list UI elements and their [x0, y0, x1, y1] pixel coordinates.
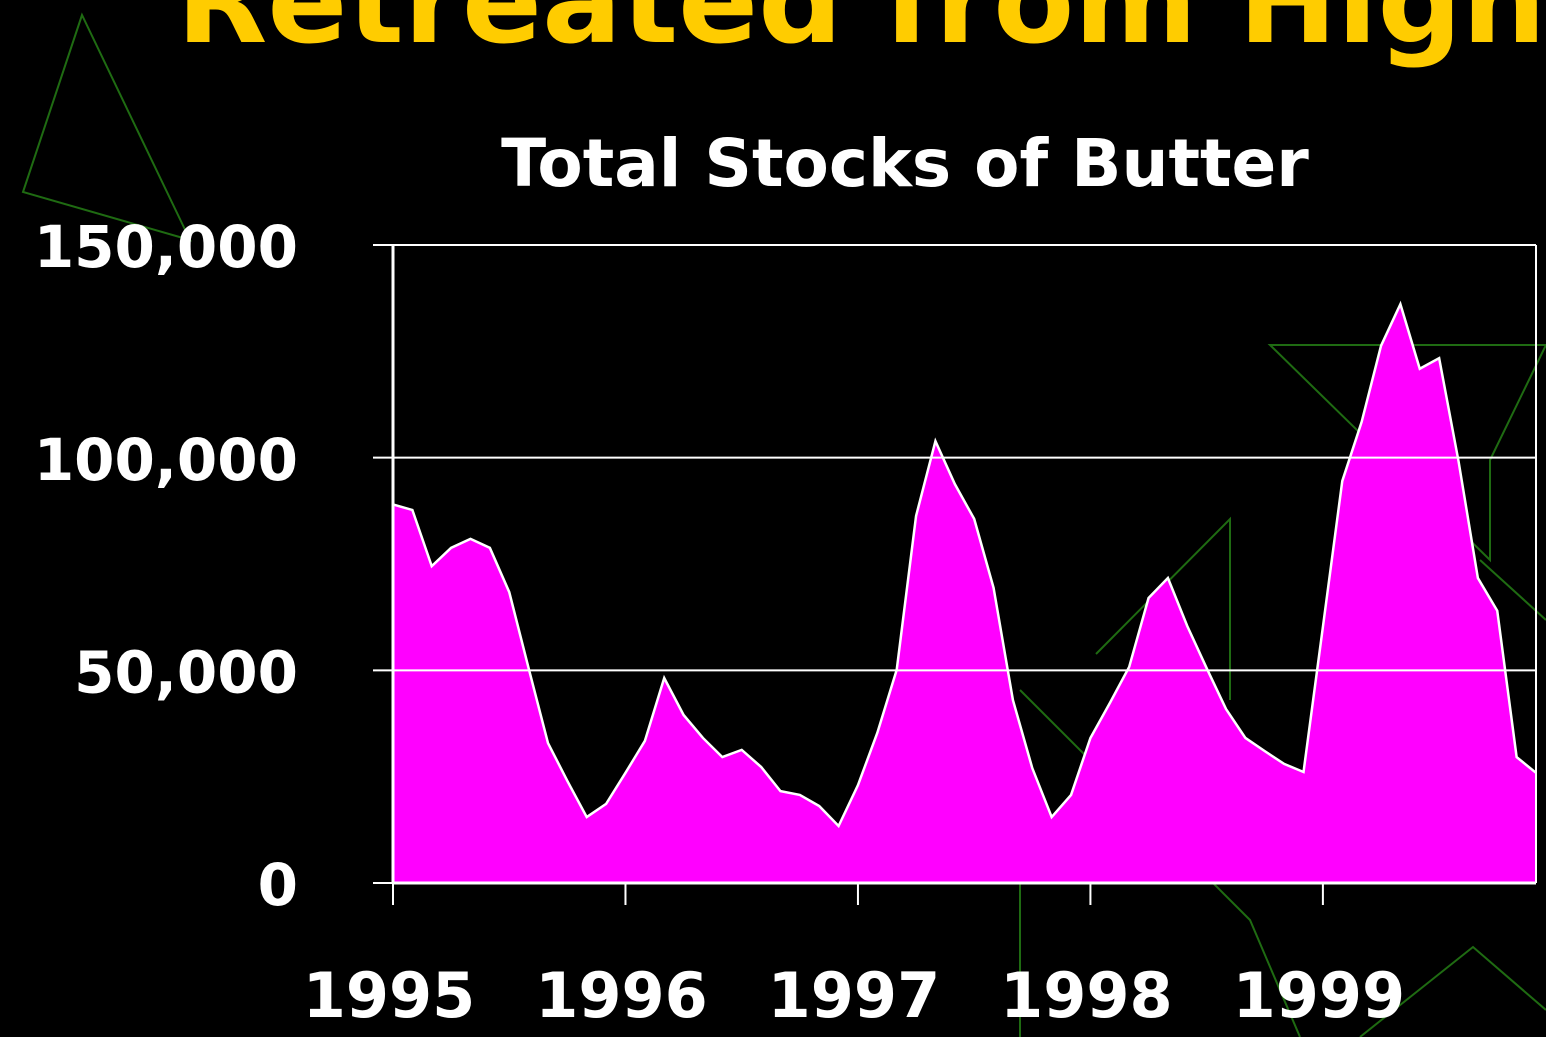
y-tick-label: 50,000: [74, 638, 298, 706]
slide-title: Retreated from High: [177, 0, 1546, 70]
y-tick-label: 150,000: [34, 213, 298, 281]
area: [393, 304, 1536, 883]
y-tick-label: 0: [258, 851, 298, 919]
x-tick-label: 1997: [768, 959, 941, 1032]
area-outline: [392, 300, 1537, 829]
x-tick-label: 1999: [1233, 959, 1406, 1032]
chart-title: Total Stocks of Butter: [501, 125, 1309, 202]
y-tick-label: 100,000: [34, 426, 298, 494]
x-tick-label: 1996: [535, 959, 708, 1032]
x-tick-label: 1998: [1000, 959, 1173, 1032]
x-tick-label: 1995: [303, 959, 476, 1032]
